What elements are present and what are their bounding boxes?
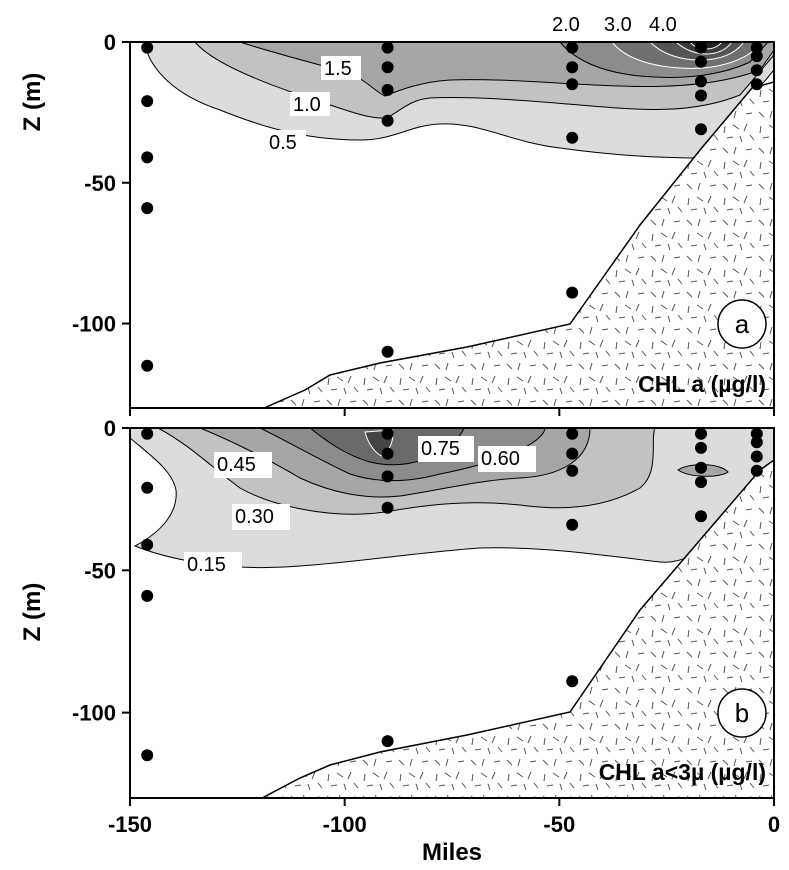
station-dot-a-2-3: [566, 131, 579, 144]
station-dot-a-1-0: [381, 41, 394, 54]
station-dot-a-2-0: [566, 41, 579, 54]
station-dot-b-3-3: [695, 476, 707, 489]
station-dot-b-1-1: [381, 447, 394, 460]
y-axis-title-b: Z (m): [19, 583, 46, 642]
y-axis-title-a: Z (m): [19, 73, 46, 132]
station-dot-a-3-0: [695, 41, 707, 54]
panel-a-letter: a: [735, 309, 750, 339]
station-dot-b-0-3: [141, 589, 154, 602]
y-tick-label-a-0: 0: [104, 30, 116, 55]
station-dots-b: [141, 427, 763, 762]
x-tick-label-3: 0: [768, 812, 780, 837]
station-dot-b-2-2: [566, 464, 579, 477]
station-dot-b-0-0: [141, 427, 154, 440]
station-dot-a-0-4: [141, 359, 154, 372]
station-dot-a-2-2: [566, 78, 579, 91]
panel-a-title: CHL a (µg/l): [638, 371, 766, 397]
station-dot-b-0-2: [141, 538, 154, 551]
x-tick-label-1: -100: [323, 812, 367, 837]
station-dot-b-2-3: [566, 518, 579, 531]
y-tick-label-a-2: -100: [72, 312, 116, 337]
contour-label-a-2.0: 2.0: [552, 14, 580, 36]
contour-label-b-0.15: 0.15: [187, 554, 226, 576]
station-dot-b-1-3: [381, 501, 394, 514]
station-dot-b-0-1: [141, 481, 154, 494]
station-dot-b-3-2: [695, 461, 707, 474]
station-dot-b-1-4: [381, 735, 394, 748]
station-dot-a-4-1: [750, 50, 763, 63]
panel-b: 0.45 0.30 0.15 0.75 0.60 b CHL a<3µ (µg/…: [129, 427, 775, 799]
station-dot-b-4-0: [750, 427, 763, 440]
station-dot-a-4-2: [750, 64, 763, 77]
station-dot-a-3-2: [695, 75, 707, 88]
panel-b-letter: b: [735, 698, 749, 728]
station-dot-a-0-0: [141, 41, 154, 54]
panel-a-badge: [717, 299, 767, 349]
station-dot-b-3-0: [695, 427, 707, 440]
station-dot-b-2-1: [566, 447, 579, 460]
station-dot-a-1-3: [381, 114, 394, 127]
contour-label-b-0.75: 0.75: [421, 438, 460, 460]
station-dot-b-4-2: [750, 450, 763, 463]
station-dot-a-2-4: [566, 286, 579, 299]
station-dot-b-4-1: [750, 436, 763, 449]
y-tick-label-b-2: -100: [72, 701, 116, 726]
station-dot-b-3-4: [695, 510, 707, 523]
station-dot-a-1-4: [381, 345, 394, 358]
station-dot-b-1-2: [381, 470, 394, 483]
x-tick-label-0: -150: [108, 812, 152, 837]
station-dot-a-4-0: [750, 41, 763, 54]
contour-label-a-4.0: 4.0: [649, 14, 677, 36]
axes: 0 -50 -100 0 -50 -100 -150 -100 -50 0: [72, 30, 780, 837]
station-dot-b-4-3: [750, 464, 763, 477]
station-dot-b-2-4: [566, 675, 579, 688]
station-dot-b-1-0: [381, 427, 394, 440]
station-dot-a-3-4: [695, 123, 707, 136]
y-tick-label-b-1: -50: [84, 558, 116, 583]
station-dot-b-2-0: [566, 427, 579, 440]
station-dot-a-3-3: [695, 89, 707, 102]
y-tick-label-a-1: -50: [84, 171, 116, 196]
contour-label-a-3.0: 3.0: [604, 14, 632, 36]
y-tick-label-b-0: 0: [104, 416, 116, 441]
panel-a: 1.5 1.0 0.5 2.0 3.0 4.0 a CHL a (µg/l): [129, 14, 775, 409]
station-dot-a-0-3: [141, 202, 154, 215]
station-dots-a: [141, 41, 763, 372]
contour-label-b-0.60: 0.60: [481, 448, 520, 470]
station-dot-a-1-2: [381, 83, 394, 96]
contour-label-b-0.45: 0.45: [217, 454, 256, 476]
seafloor-b: [261, 459, 774, 798]
seafloor-a: [263, 81, 774, 408]
station-dot-a-2-1: [566, 61, 579, 74]
x-tick-label-2: -50: [543, 812, 575, 837]
contour-label-a-1.0: 1.0: [293, 94, 321, 116]
station-dot-a-0-1: [141, 95, 154, 108]
station-dot-a-4-3: [750, 78, 763, 91]
contour-label-b-0.30: 0.30: [235, 506, 274, 528]
station-dot-a-0-2: [141, 151, 154, 164]
station-dot-b-0-4: [141, 749, 154, 762]
panel-b-badge: [717, 688, 767, 738]
contour-label-a-1.5: 1.5: [324, 58, 352, 80]
station-dot-a-3-1: [695, 55, 707, 68]
station-dot-a-1-1: [381, 61, 394, 74]
station-dot-b-3-1: [695, 441, 707, 454]
panel-b-title: CHL a<3µ (µg/l): [599, 759, 766, 785]
x-axis-title: Miles: [422, 839, 482, 866]
contour-label-a-0.5: 0.5: [269, 132, 297, 154]
